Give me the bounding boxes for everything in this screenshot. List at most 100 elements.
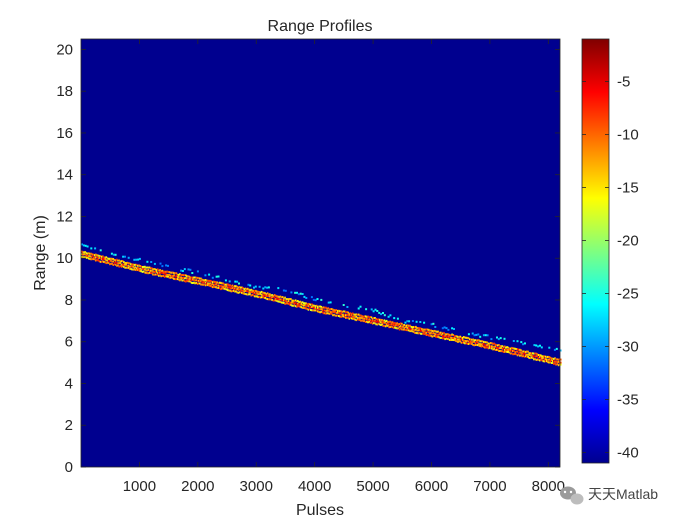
main-return-cell — [508, 351, 511, 354]
main-return-cell — [499, 349, 501, 352]
main-return-cell — [175, 278, 178, 281]
main-return-cell — [274, 299, 277, 302]
main-return-cell — [196, 279, 199, 282]
secondary-return-cell — [262, 287, 265, 290]
main-return-cell — [554, 362, 556, 365]
main-return-cell — [244, 287, 247, 290]
main-return-cell — [297, 304, 299, 307]
main-return-cell — [408, 327, 410, 329]
wechat-icon — [560, 486, 584, 505]
main-return-cell — [142, 265, 145, 268]
main-return-cell — [474, 342, 477, 345]
main-return-cell — [160, 271, 162, 274]
secondary-return-cell — [196, 270, 199, 273]
main-return-cell — [214, 283, 216, 286]
main-return-cell — [171, 274, 173, 277]
main-return-cell — [445, 333, 448, 336]
main-return-cell — [112, 264, 115, 266]
main-return-cell — [182, 274, 185, 277]
main-return-cell — [480, 343, 483, 346]
main-return-cell — [174, 278, 177, 281]
main-return-cell — [278, 295, 280, 298]
main-return-cell — [277, 295, 279, 298]
main-return-cell — [416, 327, 418, 329]
main-return-cell — [203, 280, 206, 283]
main-return-cell — [554, 357, 556, 360]
main-return-cell — [231, 290, 234, 293]
main-return-cell — [485, 341, 487, 344]
main-return-cell — [495, 346, 498, 349]
main-return-cell — [307, 305, 310, 308]
main-return-cell — [292, 304, 295, 307]
main-return-cell — [438, 333, 441, 336]
main-return-cell — [376, 323, 379, 326]
main-return-cell — [533, 358, 535, 361]
main-return-cell — [167, 273, 170, 276]
main-return-cell — [405, 329, 408, 332]
main-return-cell — [530, 356, 533, 359]
main-return-cell — [141, 266, 144, 268]
main-return-cell — [447, 333, 450, 336]
main-return-cell — [371, 319, 374, 322]
main-return-cell — [100, 260, 103, 263]
main-return-cell — [221, 287, 223, 290]
secondary-return-cell — [277, 287, 280, 290]
main-return-cell — [89, 258, 91, 260]
main-return-cell — [144, 265, 146, 268]
main-return-cell — [366, 318, 368, 320]
main-return-cell — [459, 335, 462, 338]
main-return-cell — [286, 298, 289, 301]
main-return-cell — [328, 312, 331, 315]
main-return-cell — [327, 307, 330, 310]
main-return-cell — [335, 309, 338, 312]
main-return-cell — [355, 313, 358, 316]
main-return-cell — [296, 303, 298, 306]
main-return-cell — [519, 351, 521, 354]
secondary-return-cell — [316, 298, 319, 300]
main-return-cell — [537, 354, 540, 356]
main-return-cell — [178, 273, 180, 276]
main-return-cell — [292, 299, 295, 302]
main-return-cell — [103, 256, 105, 259]
main-return-cell — [543, 358, 546, 361]
main-return-cell — [535, 358, 538, 361]
main-return-cell — [151, 267, 153, 270]
main-return-cell — [525, 353, 527, 356]
main-return-cell — [85, 254, 88, 257]
main-return-cell — [526, 355, 528, 358]
main-return-cell — [505, 350, 507, 353]
main-return-cell — [473, 340, 476, 343]
main-return-cell — [209, 279, 212, 282]
main-return-cell — [223, 283, 226, 286]
main-return-cell — [190, 276, 193, 279]
secondary-return-cell — [183, 268, 186, 271]
x-tick-label: 2000 — [181, 478, 214, 495]
main-return-cell — [176, 275, 179, 278]
secondary-return-cell — [86, 245, 89, 248]
main-return-cell — [553, 362, 555, 365]
main-return-cell — [465, 340, 467, 343]
main-return-cell — [310, 303, 312, 306]
main-return-cell — [223, 285, 226, 288]
main-return-cell — [206, 279, 208, 282]
main-return-cell — [377, 320, 380, 323]
main-return-cell — [120, 260, 123, 263]
main-return-cell — [537, 358, 540, 361]
main-return-cell — [188, 280, 191, 283]
main-return-cell — [471, 338, 473, 341]
main-return-cell — [405, 324, 408, 327]
main-return-cell — [248, 288, 250, 291]
main-return-cell — [507, 349, 509, 352]
main-return-cell — [327, 309, 330, 312]
main-return-cell — [118, 262, 120, 265]
main-return-cell — [171, 271, 173, 274]
main-return-cell — [499, 345, 501, 348]
secondary-return-cell — [94, 247, 97, 250]
main-return-cell — [366, 320, 368, 323]
main-return-cell — [401, 328, 403, 331]
main-return-cell — [283, 297, 285, 300]
main-return-cell — [159, 274, 161, 277]
main-return-cell — [509, 349, 512, 352]
main-return-cell — [428, 331, 430, 334]
main-return-cell — [220, 288, 222, 291]
